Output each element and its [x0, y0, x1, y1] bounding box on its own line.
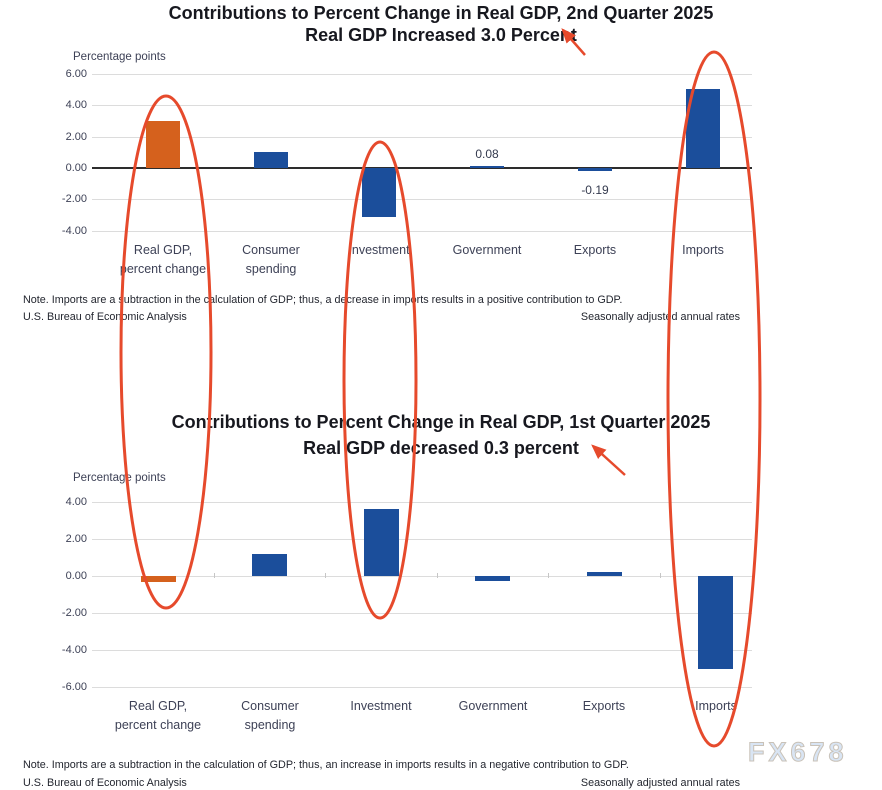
- bar-value-label: 0.08: [475, 147, 499, 161]
- category-label-exports: Exports: [582, 699, 626, 713]
- y-axis-label: Percentage points: [73, 51, 166, 63]
- y-tick-label: -2.00: [61, 607, 87, 619]
- category-label-government: Government: [452, 243, 522, 257]
- bar-value-label: -0.19: [581, 183, 609, 197]
- zero-axis-line: [92, 167, 752, 169]
- y-tick-label: -6.00: [61, 681, 87, 693]
- y-tick-label: 6.00: [65, 68, 87, 80]
- category-label-government: Government: [458, 699, 528, 713]
- gridline: [92, 650, 752, 651]
- chart-title: Contributions to Percent Change in Real …: [168, 3, 714, 23]
- y-tick-label: 2.00: [65, 131, 87, 143]
- source-left: U.S. Bureau of Economic Analysis: [23, 777, 187, 789]
- gridline: [92, 576, 752, 577]
- y-tick-label: -4.00: [61, 225, 87, 237]
- y-tick-label: -4.00: [61, 644, 87, 656]
- gridline: [92, 502, 752, 503]
- bar-exports: [578, 168, 612, 171]
- gridline: [92, 687, 752, 688]
- bar-imports: [698, 576, 733, 669]
- chart-title: Contributions to Percent Change in Real …: [171, 412, 711, 432]
- gridline: [92, 539, 752, 540]
- gridline: [92, 199, 752, 200]
- bar-consumer-spending: [254, 152, 288, 168]
- category-label-consumer-spending: Consumer spending: [241, 699, 299, 732]
- watermark-fx678: FX678: [748, 737, 848, 768]
- bar-consumer-spending: [252, 554, 287, 576]
- y-tick-label: 2.00: [65, 533, 87, 545]
- axis-tick: [325, 573, 326, 578]
- category-label-imports: Imports: [695, 699, 737, 713]
- axis-tick: [548, 573, 549, 578]
- bar-real-gdp: [141, 576, 176, 582]
- axis-tick: [214, 573, 215, 578]
- chart-subtitle: Real GDP Increased 3.0 Percent: [305, 25, 577, 45]
- y-tick-label: -2.00: [61, 193, 87, 205]
- source-right: Seasonally adjusted annual rates: [580, 777, 740, 789]
- category-label-real-gdp: Real GDP, percent change: [114, 699, 202, 732]
- category-label-consumer-spending: Consumer spending: [242, 243, 300, 276]
- y-tick-label: 4.00: [65, 99, 87, 111]
- gridline: [92, 74, 752, 75]
- gridline: [92, 105, 752, 106]
- y-tick-label: 0.00: [65, 570, 87, 582]
- category-label-exports: Exports: [573, 243, 617, 257]
- axis-tick: [437, 573, 438, 578]
- bar-investment: [364, 509, 399, 576]
- bar-exports: [587, 572, 622, 576]
- bar-government: [470, 166, 504, 168]
- y-tick-label: 0.00: [65, 162, 87, 174]
- axis-tick: [660, 573, 661, 578]
- category-label-investment: Investment: [350, 699, 412, 713]
- gridline: [92, 231, 752, 232]
- chart-note: Note. Imports are a subtraction in the c…: [23, 759, 629, 771]
- y-tick-label: 4.00: [65, 496, 87, 508]
- gridline: [92, 137, 752, 138]
- gridline: [92, 613, 752, 614]
- bar-government: [475, 576, 510, 581]
